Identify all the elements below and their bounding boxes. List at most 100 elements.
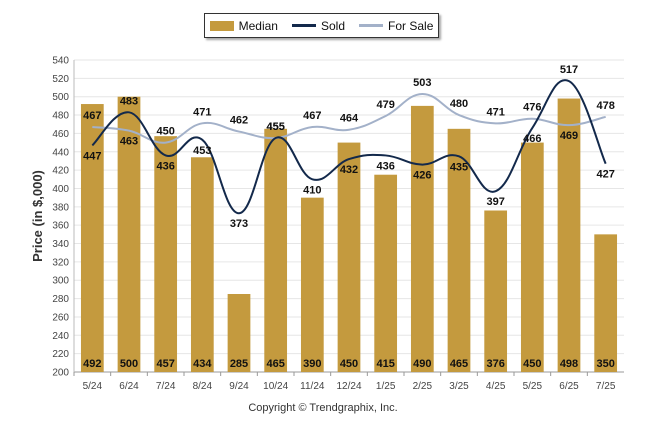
median-bars	[80, 96, 618, 373]
median-bar[interactable]	[117, 96, 141, 373]
y-tick-label: 280	[52, 294, 69, 305]
median-bar[interactable]	[264, 128, 288, 372]
median-bar[interactable]	[190, 157, 214, 372]
median-value-label: 450	[523, 358, 541, 370]
x-tick-label: 11/24	[300, 381, 325, 392]
for-sale-value-label: 467	[303, 110, 321, 122]
for-sale-value-label: 450	[156, 126, 174, 138]
for-sale-value-label: 503	[413, 77, 431, 89]
y-tick-label: 340	[52, 239, 69, 250]
y-tick-label: 240	[52, 331, 69, 342]
median-value-label: 500	[120, 358, 138, 370]
legend: Median Sold For Sale	[204, 13, 439, 38]
x-tick-label: 10/24	[263, 381, 288, 392]
median-value-label: 376	[486, 358, 504, 370]
x-tick-label: 8/24	[193, 381, 213, 392]
y-tick-label: 300	[52, 276, 69, 287]
median-bar[interactable]	[374, 174, 398, 372]
median-value-label: 450	[340, 358, 358, 370]
legend-median-label: Median	[238, 18, 278, 33]
median-value-label: 434	[193, 358, 212, 370]
sold-value-label: 466	[523, 133, 541, 145]
sold-value-label: 397	[486, 196, 504, 208]
sold-value-label: 483	[120, 95, 138, 107]
sold-swatch	[291, 24, 316, 27]
x-tick-label: 7/24	[156, 381, 176, 392]
for-sale-line[interactable]	[92, 92, 606, 144]
for-sale-value-label: 463	[120, 136, 138, 148]
y-tick-label: 220	[52, 349, 69, 360]
x-axis-ticks: 5/24 6/24 7/24 8/24 9/24 10/24 11/24 12/24 1/25 2…	[73, 372, 616, 392]
for-sale-value-label: 471	[193, 106, 211, 118]
for-sale-value-label: 480	[450, 98, 468, 110]
for-sale-value-label: 469	[560, 130, 578, 142]
x-tick-label: 2/25	[413, 381, 433, 392]
y-tick-label: 320	[52, 257, 69, 268]
sold-value-label: 517	[560, 64, 578, 76]
median-value-label: 350	[596, 358, 614, 370]
y-tick-label: 400	[52, 184, 69, 195]
median-bar[interactable]	[300, 197, 324, 372]
sold-value-label: 435	[450, 161, 468, 173]
median-bar[interactable]	[410, 105, 434, 372]
for-sale-value-label: 464	[340, 113, 359, 125]
legend-for-sale-label: For Sale	[388, 18, 434, 33]
median-value-label: 492	[83, 358, 101, 370]
sold-value-label: 447	[83, 150, 101, 162]
y-tick-label: 460	[52, 129, 69, 140]
y-tick-label: 260	[52, 312, 69, 323]
for-sale-value-label: 471	[486, 106, 504, 118]
legend-item-for-sale[interactable]: For Sale	[359, 19, 433, 33]
median-bar[interactable]	[520, 142, 544, 372]
y-tick-label: 420	[52, 166, 69, 177]
y-axis-title: Price (in $,000)	[30, 170, 45, 262]
for-sale-value-label: 479	[376, 99, 394, 111]
y-axis-ticks: 200 220 240 260 280 300 320 340 360 380 400 420 440 4…	[52, 56, 69, 379]
y-tick-label: 440	[52, 147, 69, 158]
sold-value-label: 453	[193, 145, 211, 157]
median-bar[interactable]	[337, 142, 361, 372]
median-value-label: 390	[303, 358, 321, 370]
median-value-label: 490	[413, 358, 431, 370]
y-tick-label: 500	[52, 92, 69, 103]
legend-item-sold[interactable]: Sold	[291, 18, 346, 33]
legend-item-median[interactable]: Median	[209, 18, 278, 33]
median-value-label: 465	[450, 358, 468, 370]
sold-line[interactable]	[91, 79, 607, 215]
median-bar[interactable]	[557, 98, 581, 373]
median-bar[interactable]	[227, 294, 251, 372]
legend-sold-label: Sold	[320, 18, 346, 33]
sold-value-label: 373	[230, 218, 248, 230]
for-sale-value-label: 476	[523, 102, 541, 114]
for-sale-value-label: 467	[83, 110, 101, 122]
x-tick-label: 5/24	[83, 381, 103, 392]
x-tick-label: 9/24	[229, 381, 249, 392]
median-swatch	[209, 20, 234, 31]
median-bar[interactable]	[484, 210, 508, 372]
median-bar[interactable]	[594, 234, 618, 372]
sold-value-label: 436	[156, 160, 174, 172]
for-sale-swatch	[359, 24, 384, 27]
x-tick-label: 6/24	[119, 381, 139, 392]
median-value-label: 498	[560, 358, 578, 370]
copyright-footer: Copyright © Trendgraphix, Inc.	[248, 402, 398, 414]
x-tick-label: 6/25	[559, 381, 579, 392]
median-value-label: 285	[230, 358, 248, 370]
sold-value-label: 455	[266, 121, 284, 133]
x-tick-label: 12/24	[336, 381, 361, 392]
data-labels: 492 500 457 434 285 465 390 450 415 490 465 376 450 4…	[83, 64, 615, 370]
median-bar[interactable]	[80, 104, 104, 372]
series-lines	[91, 79, 607, 215]
sold-value-label: 427	[596, 169, 614, 181]
median-value-label: 457	[156, 358, 174, 370]
y-tick-label: 360	[52, 221, 69, 232]
y-tick-label: 520	[52, 74, 69, 85]
for-sale-value-label: 455	[266, 121, 284, 133]
x-tick-label: 3/25	[449, 381, 469, 392]
median-bar[interactable]	[154, 136, 178, 372]
sold-value-label: 436	[376, 160, 394, 172]
x-tick-label: 5/25	[523, 381, 543, 392]
for-sale-value-label: 462	[230, 115, 248, 127]
median-bar[interactable]	[447, 128, 471, 372]
